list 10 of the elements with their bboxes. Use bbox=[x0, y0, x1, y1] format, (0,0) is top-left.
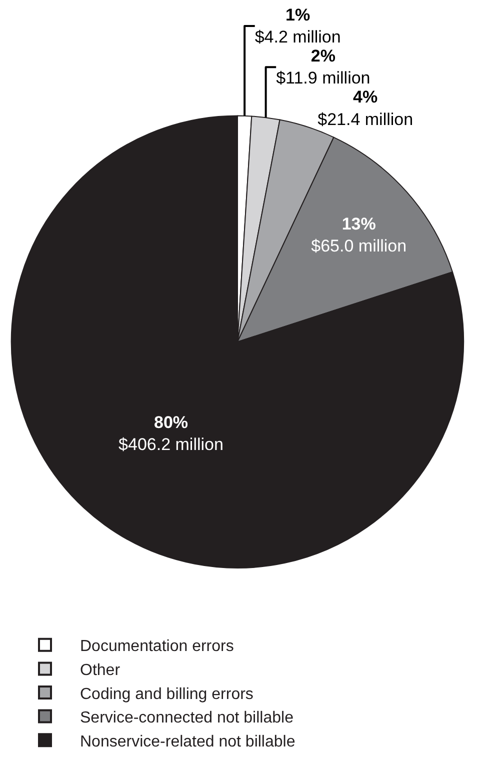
legend-label: Documentation errors bbox=[80, 638, 234, 656]
legend-label: Other bbox=[80, 662, 121, 679]
legend-label: Nonservice-related not billable bbox=[80, 733, 296, 750]
legend-label: Service-connected not billable bbox=[80, 710, 294, 727]
data-label: 1% $4.2 million bbox=[254, 5, 341, 47]
data-label: 13% $65.0 million bbox=[311, 214, 407, 256]
data-label: 4% $21.4 million bbox=[318, 88, 414, 129]
data-label: 2% $11.9 million bbox=[276, 46, 370, 88]
legend-label: Coding and billing errors bbox=[80, 686, 254, 703]
data-label: 80% $406.2 million bbox=[118, 412, 224, 454]
